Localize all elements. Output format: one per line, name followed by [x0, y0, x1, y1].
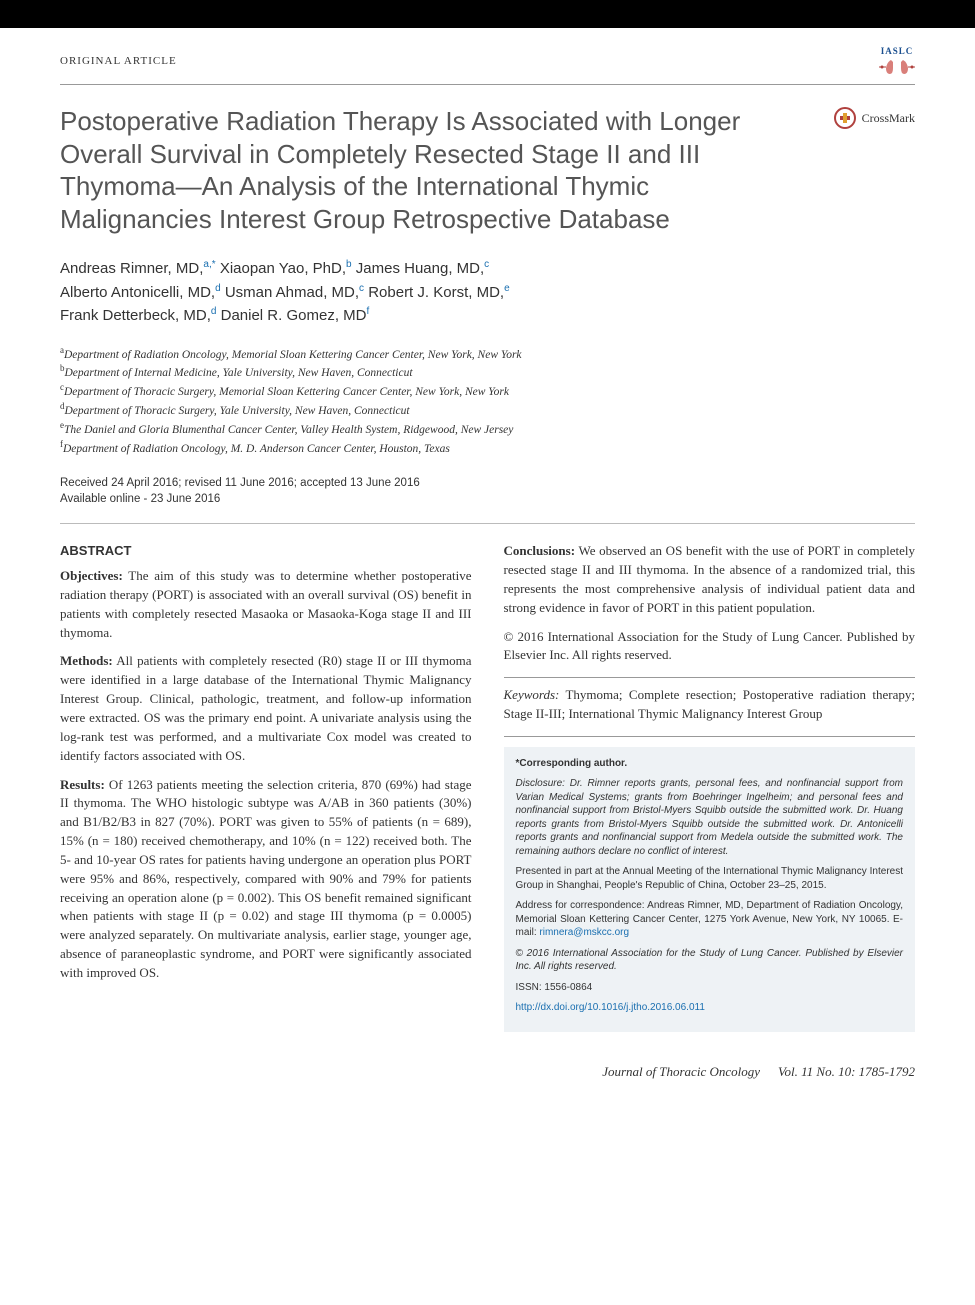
top-black-bar [0, 0, 975, 28]
author: Xiaopan Yao, PhD, [220, 260, 346, 277]
body-divider [60, 523, 915, 524]
methods-text: All patients with completely resected (R… [60, 653, 472, 762]
crossmark-icon [834, 107, 856, 129]
keywords-divider-top [504, 677, 916, 678]
affiliation: bDepartment of Internal Medicine, Yale U… [60, 362, 915, 381]
author-aff: d [215, 283, 221, 294]
crossmark-label: CrossMark [862, 111, 915, 126]
article-type-label: ORIGINAL ARTICLE [60, 55, 177, 67]
address-note: Address for correspondence: Andreas Rimn… [516, 899, 904, 940]
abstract-copyright: © 2016 International Association for the… [504, 628, 916, 666]
author-aff: d [211, 306, 217, 317]
author-list: Andreas Rimner, MD,a,* Xiaopan Yao, PhD,… [0, 245, 975, 336]
abstract-heading: ABSTRACT [60, 542, 472, 561]
online-line: Available online - 23 June 2016 [60, 491, 915, 507]
author-aff: b [346, 259, 352, 270]
affiliation: fDepartment of Radiation Oncology, M. D.… [60, 438, 915, 457]
results-label: Results: [60, 777, 105, 792]
keywords-block: Keywords: Thymoma; Complete resection; P… [504, 686, 916, 724]
correspondence-email-link[interactable]: rimnera@mskcc.org [539, 927, 629, 938]
received-line: Received 24 April 2016; revised 11 June … [60, 475, 915, 491]
header-row: ORIGINAL ARTICLE IASLC [0, 28, 975, 84]
author-aff: f [366, 306, 369, 317]
iaslc-logo: IASLC [879, 46, 915, 76]
keywords-label: Keywords: [504, 687, 560, 702]
disclosure-note: Disclosure: Dr. Rimner reports grants, p… [516, 777, 904, 858]
author: Frank Detterbeck, MD, [60, 307, 211, 324]
journal-name: Journal of Thoracic Oncology [602, 1064, 760, 1080]
author: Robert J. Korst, MD, [368, 284, 504, 301]
author: Alberto Antonicelli, MD, [60, 284, 215, 301]
corresponding-author: *Corresponding author. [516, 757, 904, 771]
iaslc-text: IASLC [881, 46, 914, 56]
keywords-text: Thymoma; Complete resection; Postoperati… [504, 687, 916, 721]
right-column: Conclusions: We observed an OS benefit w… [504, 542, 916, 1032]
issn-note: ISSN: 1556-0864 [516, 981, 904, 995]
conclusions-label: Conclusions: [504, 543, 576, 558]
author: Andreas Rimner, MD, [60, 260, 203, 277]
author-aff: c [484, 259, 489, 270]
doi-note: http://dx.doi.org/10.1016/j.jtho.2016.06… [516, 1001, 904, 1015]
author-aff: a,* [203, 259, 215, 270]
keywords-divider-bottom [504, 736, 916, 737]
page: ORIGINAL ARTICLE IASLC Postoperative Rad… [0, 0, 975, 1100]
page-footer: Journal of Thoracic Oncology Vol. 11 No.… [0, 1044, 975, 1100]
abstract-conclusions: Conclusions: We observed an OS benefit w… [504, 542, 916, 617]
affiliation: eThe Daniel and Gloria Blumenthal Cancer… [60, 419, 915, 438]
abstract-methods: Methods: All patients with completely re… [60, 652, 472, 765]
abstract-results: Results: Of 1263 patients meeting the se… [60, 776, 472, 983]
methods-label: Methods: [60, 653, 113, 668]
author-aff: e [504, 283, 510, 294]
presented-note: Presented in part at the Annual Meeting … [516, 865, 904, 892]
abstract-objectives: Objectives: The aim of this study was to… [60, 567, 472, 642]
footnotes-box: *Corresponding author. Disclosure: Dr. R… [504, 747, 916, 1032]
dates-block: Received 24 April 2016; revised 11 June … [0, 465, 975, 517]
author: James Huang, MD, [356, 260, 484, 277]
affiliation: cDepartment of Thoracic Surgery, Memoria… [60, 381, 915, 400]
affiliation-list: aDepartment of Radiation Oncology, Memor… [0, 336, 975, 466]
author-aff: c [359, 283, 364, 294]
results-text: Of 1263 patients meeting the selection c… [60, 777, 472, 980]
article-title: Postoperative Radiation Therapy Is Assoc… [60, 105, 780, 235]
crossmark-badge[interactable]: CrossMark [834, 107, 915, 129]
author: Daniel R. Gomez, MD [221, 307, 367, 324]
lung-icon [879, 58, 915, 76]
two-column-body: ABSTRACT Objectives: The aim of this stu… [0, 530, 975, 1044]
copyright-note: © 2016 International Association for the… [516, 947, 904, 974]
author: Usman Ahmad, MD, [225, 284, 359, 301]
doi-link[interactable]: http://dx.doi.org/10.1016/j.jtho.2016.06… [516, 1002, 705, 1013]
affiliation: dDepartment of Thoracic Surgery, Yale Un… [60, 400, 915, 419]
title-block: Postoperative Radiation Therapy Is Assoc… [0, 85, 975, 245]
left-column: ABSTRACT Objectives: The aim of this stu… [60, 542, 472, 1032]
issue-info: Vol. 11 No. 10: 1785-1792 [778, 1064, 915, 1080]
objectives-label: Objectives: [60, 568, 123, 583]
affiliation: aDepartment of Radiation Oncology, Memor… [60, 344, 915, 363]
